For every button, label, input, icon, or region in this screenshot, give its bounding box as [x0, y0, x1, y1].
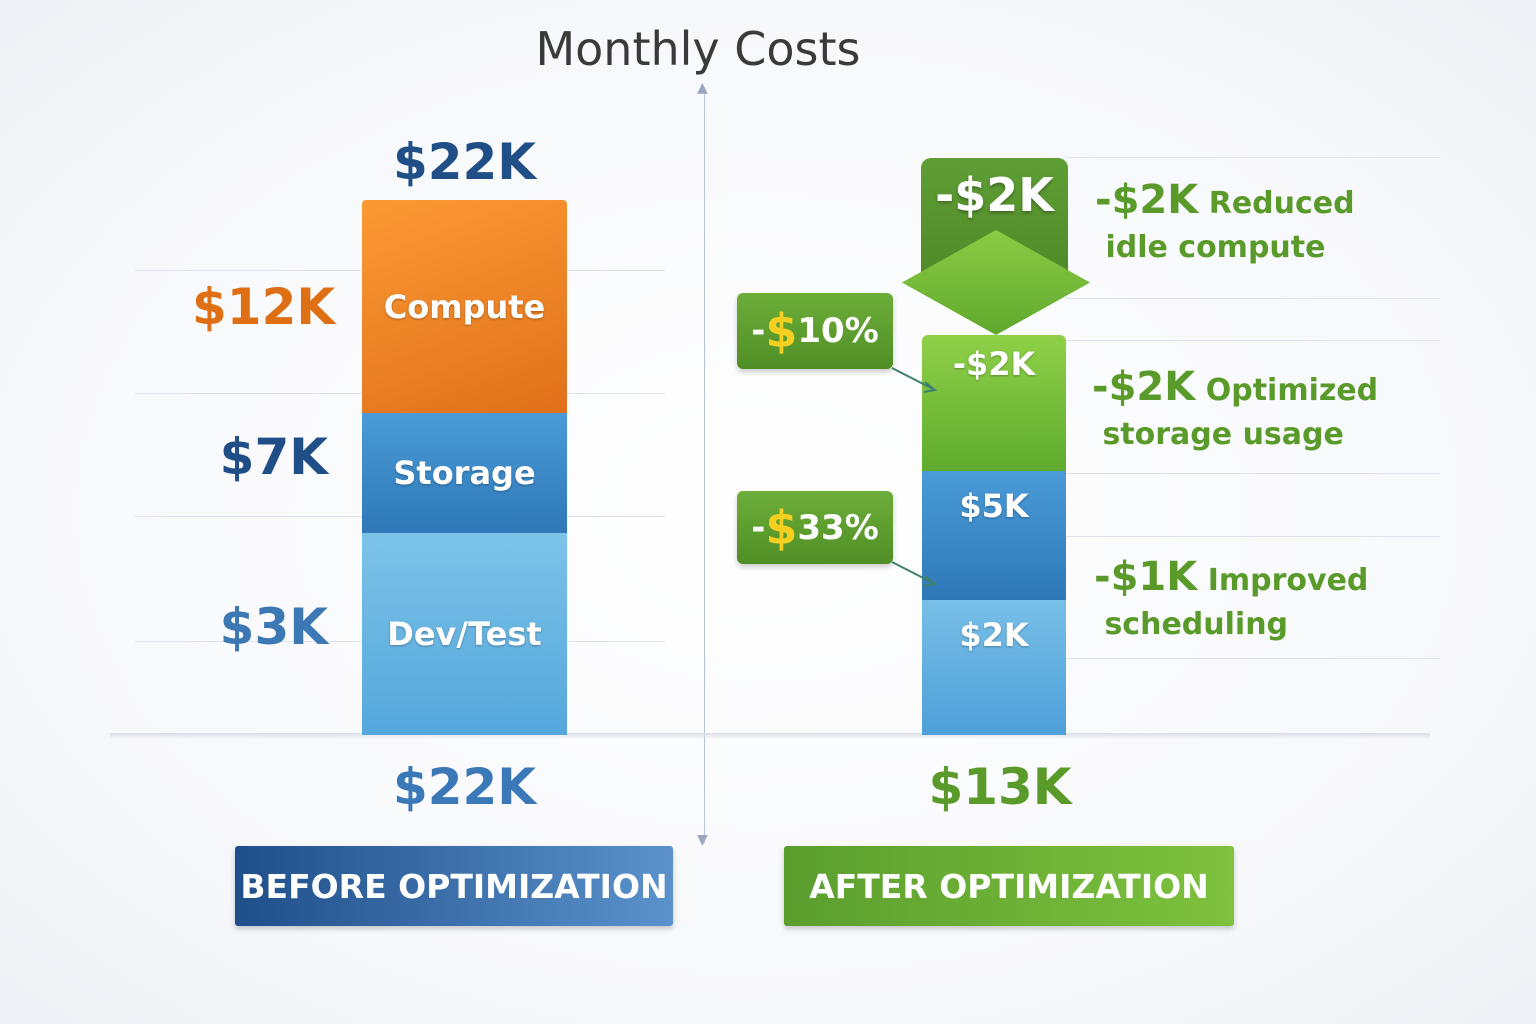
- bar-segment-compute: Compute: [362, 200, 567, 413]
- bar-segment-devtest: Dev/Test: [362, 533, 567, 735]
- bar-segment-storage-after: $5K: [922, 471, 1066, 600]
- gridline: [1066, 298, 1440, 299]
- annotation-amount: -$2K: [1092, 364, 1196, 410]
- minus: -: [751, 507, 766, 548]
- axis-arrow-down-icon: ▼: [697, 832, 708, 848]
- annotation-text: idle compute: [1105, 230, 1326, 265]
- gridline: [1066, 658, 1440, 659]
- value-label-compute: $12K: [192, 278, 336, 336]
- annotation-text: Reduced: [1208, 186, 1355, 221]
- annotation-text: Optimized: [1205, 373, 1379, 408]
- gridline: [1066, 473, 1440, 474]
- before-total-top: $22K: [392, 133, 537, 191]
- value-label-storage: $7K: [219, 428, 328, 486]
- segment-value: $2K: [959, 616, 1029, 654]
- value-label-devtest: $3K: [219, 598, 328, 656]
- annotation-text: scheduling: [1104, 607, 1289, 642]
- gridline: [1066, 157, 1440, 158]
- chart-title: Monthly Costs: [535, 22, 861, 76]
- axis-arrow-up-icon: ▲: [697, 80, 708, 96]
- annotation-amount: -$2K: [1095, 177, 1199, 223]
- annotation-scheduling: -$1K Improved scheduling: [1094, 555, 1368, 647]
- segment-label: Compute: [383, 287, 546, 326]
- segment-label: Storage: [393, 454, 536, 492]
- bar-segment-storage: Storage: [362, 413, 567, 533]
- baseline: [110, 733, 1430, 739]
- after-total: $13K: [928, 758, 1072, 816]
- after-optimization-label: AFTER OPTIMIZATION: [784, 846, 1234, 926]
- dollar-icon: $: [765, 304, 798, 358]
- annotation-text: storage usage: [1102, 417, 1344, 452]
- percent-value: 10%: [797, 311, 879, 351]
- gridline: [1066, 340, 1440, 341]
- divider-axis: [704, 88, 705, 843]
- pointer-arrows-icon: [891, 367, 938, 587]
- percent-value: 33%: [797, 507, 879, 548]
- dollar-icon: $: [765, 500, 798, 555]
- percent-badge-10: - $10%: [737, 293, 893, 369]
- bar-segment-savings: -$2K: [922, 335, 1066, 471]
- gridline: [1066, 536, 1440, 537]
- reduction-arrow-label: -$2K: [935, 168, 1054, 222]
- bar-segment-devtest-after: $2K: [922, 600, 1066, 735]
- annotation-storage: -$2K Optimized storage usage: [1092, 365, 1378, 457]
- segment-value: -$2K: [952, 345, 1036, 383]
- annotation-text: Improved: [1207, 563, 1369, 598]
- minus: -: [751, 311, 766, 351]
- segment-label: Dev/Test: [387, 615, 542, 653]
- annotation-amount: -$1K: [1094, 554, 1198, 600]
- segment-value: $5K: [959, 487, 1029, 525]
- percent-badge-33: - $33%: [737, 491, 893, 564]
- before-total-bottom: $22K: [392, 758, 537, 816]
- before-optimization-label: BEFORE OPTIMIZATION: [235, 846, 673, 926]
- annotation-idle-compute: -$2K Reduced idle compute: [1095, 178, 1355, 270]
